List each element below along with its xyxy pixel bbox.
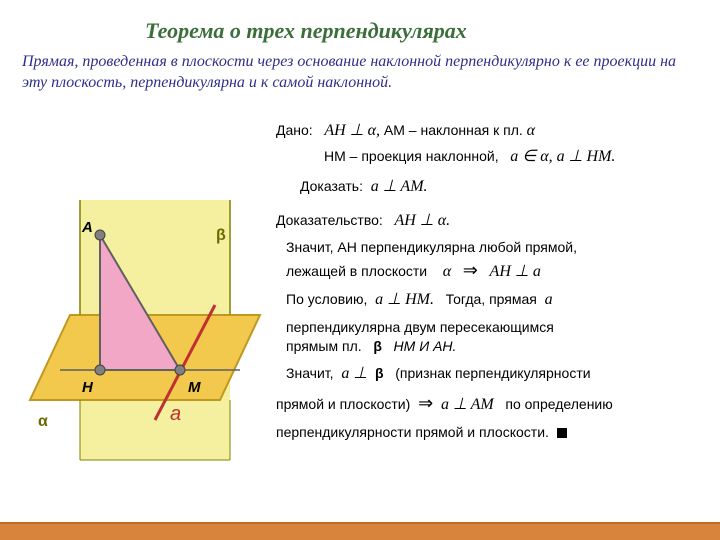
proof-p1a: Значит, AH перпендикулярна любой прямой, [286, 239, 577, 255]
proof-beta: β [373, 338, 382, 354]
proof-p2b: Тогда, прямая [446, 291, 537, 307]
prove-label: Доказать: [300, 178, 363, 194]
label-alpha: α [38, 413, 48, 430]
proof-p2a: По условию, [286, 291, 367, 307]
given-block: Дано: AH ⊥ α, AM – наклонная к пл. α HM … [276, 120, 700, 169]
proof-alpha: α [443, 263, 451, 280]
proof-p4a: Значит, [286, 365, 334, 381]
qed-box [557, 428, 567, 438]
diagram: A H M a α β [20, 200, 270, 480]
proof-math0: AH ⊥ α. [394, 212, 450, 229]
proof-math2: a ⊥ HM. [375, 291, 434, 308]
given-label: Дано: [276, 122, 313, 138]
prove-math: a ⊥ AM. [371, 178, 428, 195]
prove-block: Доказать: a ⊥ AM. [300, 176, 428, 198]
proof-p5a: прямой и плоскости) [276, 396, 410, 412]
proof-block: Доказательство: AH ⊥ α. Значит, AH перпе… [276, 210, 700, 448]
implies-2: ⇒ [418, 393, 433, 413]
proof-p1b: лежащей в плоскости [286, 263, 427, 279]
label-H: H [82, 379, 94, 396]
label-a: a [170, 403, 181, 425]
given-math1: AH ⊥ α, [324, 122, 380, 139]
given-math2: a ∈ α, a ⊥ HM. [510, 148, 615, 165]
proof-p5b: по определению [505, 396, 612, 412]
footer-bar [0, 522, 720, 540]
given-text1: AM – наклонная к пл. [384, 122, 523, 138]
proof-p4b: (признак перпендикулярности [395, 365, 590, 381]
proof-p6: перпендикулярности прямой и плоскости. [276, 424, 549, 440]
given-text2: HM – проекция наклонной, [324, 148, 499, 164]
proof-beta2: β [375, 365, 384, 381]
proof-p3c: HM И AH. [394, 338, 457, 354]
label-beta: β [216, 227, 226, 244]
proof-a: a [545, 291, 553, 308]
page-title: Теорема о трех перпендикулярах [145, 18, 467, 44]
proof-p3a: перпендикулярна двум пересекающимся [286, 319, 554, 335]
label-A: A [81, 219, 93, 236]
proof-math4: a ⊥ AM [441, 396, 494, 413]
label-M: M [188, 379, 201, 396]
proof-math1: AH ⊥ a [490, 263, 541, 280]
theorem-statement: Прямая, проведенная в плоскости через ос… [22, 52, 698, 94]
proof-label: Доказательство: [276, 212, 383, 228]
implies-1: ⇒ [463, 260, 478, 280]
proof-p3b: прямым пл. [286, 338, 362, 354]
given-alpha: α [527, 122, 535, 139]
proof-math3: a ⊥ [341, 365, 367, 382]
